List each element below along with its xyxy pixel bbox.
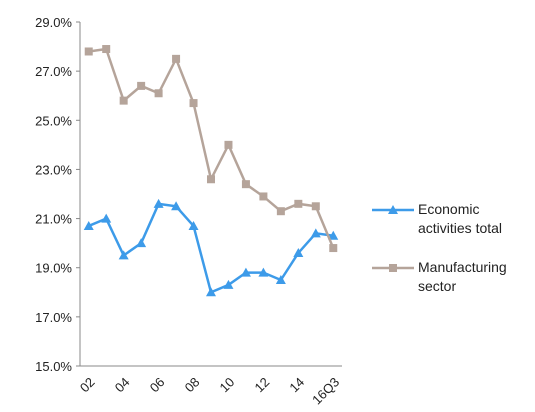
data-point [102,45,111,54]
x-tick-label: 10 [217,374,238,395]
data-point [188,220,199,230]
x-tick-label: 08 [182,374,203,395]
data-point [294,199,303,208]
series [83,198,339,297]
y-tick-label: 27.0% [35,64,72,79]
data-point [240,267,251,277]
data-point [206,287,216,297]
x-tick-label: 14 [286,374,307,395]
series-line [88,202,334,294]
data-point [310,228,321,238]
data-point [154,89,163,98]
data-point [328,230,339,240]
x-tick-label: 12 [252,374,273,395]
data-point [136,238,147,248]
data-point [172,54,181,63]
legend-swatch [372,264,414,272]
legend-swatch [372,205,414,214]
series [84,45,338,253]
data-point [259,192,268,201]
x-tick-label: 04 [112,374,133,395]
legend-marker [388,205,398,214]
y-tick-label: 21.0% [35,212,72,227]
data-point [153,198,164,208]
x-tick-label: 02 [77,374,98,395]
data-point [293,247,304,257]
data-point [258,267,269,277]
y-tick-label: 23.0% [35,162,72,177]
data-point [207,175,215,184]
data-point [171,201,182,211]
y-tick-label: 25.0% [35,113,72,128]
data-point [241,180,250,189]
data-point [276,207,285,216]
legend-label: Manufacturing sector [418,259,507,294]
legend-item: Manufacturing sector [370,258,520,296]
series-line [88,47,335,249]
data-point [224,140,233,149]
data-point [137,81,146,90]
data-point [275,275,286,284]
x-tick-label: 06 [147,374,168,395]
data-point [189,99,198,108]
data-point [119,96,128,105]
y-tick-label: 15.0% [35,359,72,374]
data-point [84,47,93,56]
y-tick-label: 17.0% [35,310,72,325]
data-point [101,213,112,223]
data-point [311,202,320,211]
legend-label: Economic activities total [418,201,503,236]
y-tick-label: 19.0% [35,261,72,276]
data-point [223,279,234,289]
legend-marker [389,264,397,272]
x-tick-label: 16Q3 [309,374,342,407]
data-point [118,250,129,260]
data-point [329,244,338,253]
data-point [83,220,94,230]
legend-item: Economic activities total [370,200,520,238]
y-tick-label: 29.0% [35,15,72,30]
